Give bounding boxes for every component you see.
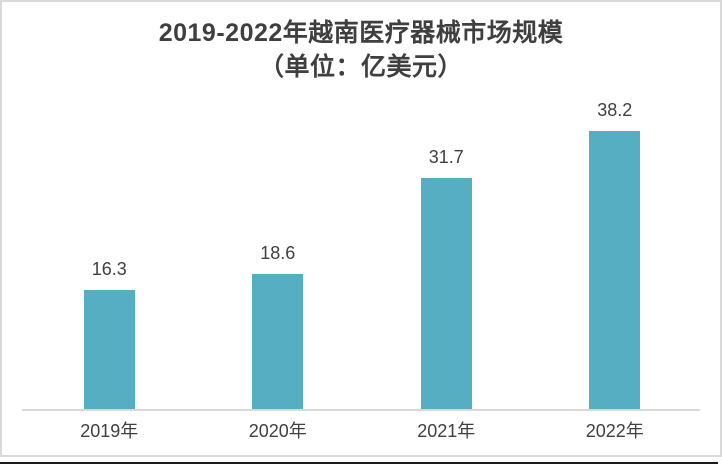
x-axis-labels: 2019年 2020年 2021年 2022年 — [25, 419, 699, 443]
chart-title: 2019-2022年越南医疗器械市场规模 （单位：亿美元） — [2, 16, 720, 84]
bar-value-label: 31.7 — [428, 147, 464, 167]
bar-column: 38.2 — [531, 89, 700, 409]
x-axis-tick-label: 2022年 — [585, 421, 644, 441]
bottom-divider-line — [0, 462, 718, 464]
bar-value-label: 16.3 — [91, 259, 127, 279]
bar — [589, 131, 641, 409]
x-axis-tick-label: 2020年 — [248, 421, 307, 441]
bar-column: 31.7 — [362, 89, 531, 409]
bar — [252, 274, 304, 409]
bar — [420, 178, 472, 409]
bar-value-label: 38.2 — [597, 100, 633, 120]
chart-title-line1: 2019-2022年越南医疗器械市场规模 — [158, 19, 564, 47]
plot-area: 16.3 18.6 31.7 38.2 — [25, 89, 699, 409]
chart-title-line2: （单位：亿美元） — [258, 53, 463, 81]
bar — [83, 290, 135, 409]
bar-column: 16.3 — [25, 89, 194, 409]
bar-column: 18.6 — [194, 89, 363, 409]
x-axis-line — [22, 409, 700, 411]
x-axis-tick-label: 2021年 — [417, 421, 476, 441]
x-axis-tick-label: 2019年 — [80, 421, 139, 441]
bar-value-label: 18.6 — [260, 243, 296, 263]
